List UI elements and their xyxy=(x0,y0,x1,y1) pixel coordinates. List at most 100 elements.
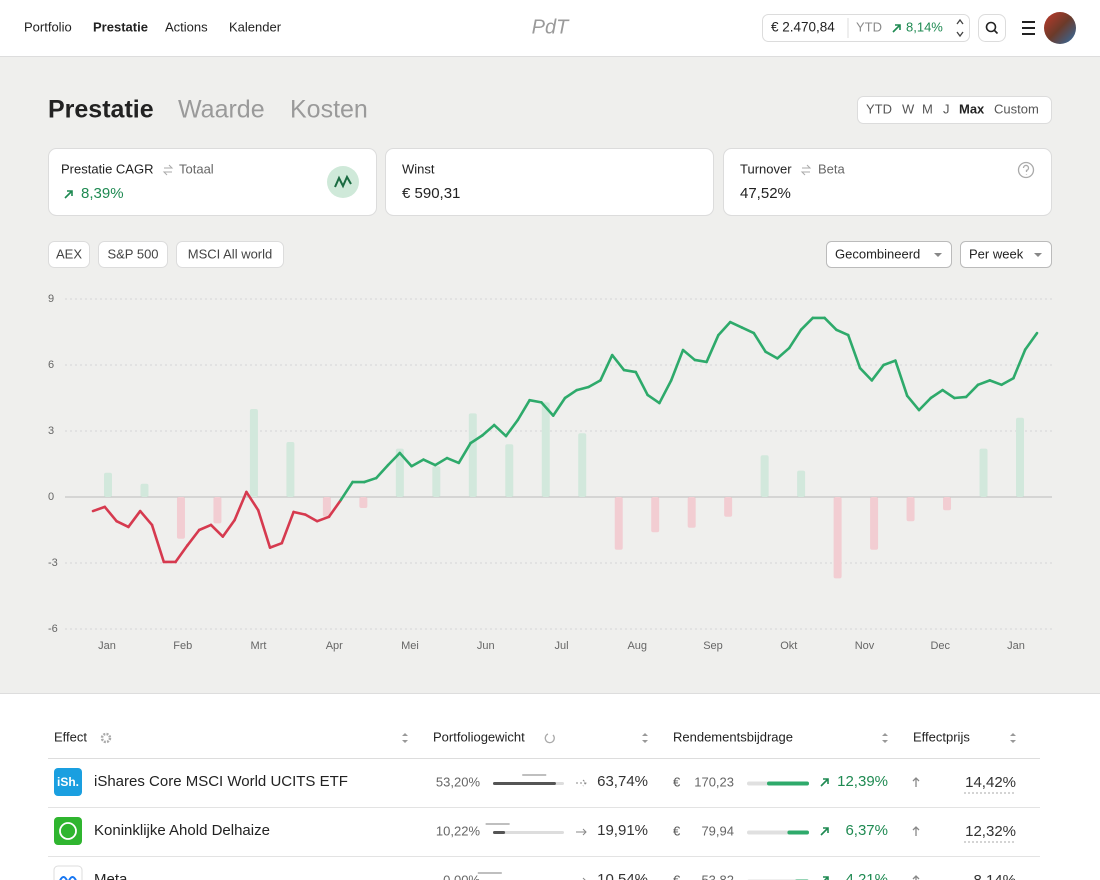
bar xyxy=(286,442,295,497)
column-header[interactable]: Effect xyxy=(54,729,87,744)
benchmark-pill[interactable] xyxy=(176,241,284,268)
benchmark-pill[interactable] xyxy=(98,241,168,268)
card-label[interactable]: Turnover xyxy=(740,161,792,176)
sort-icon[interactable] xyxy=(402,733,408,743)
line-segment xyxy=(717,320,732,337)
settings-icon[interactable] xyxy=(100,732,112,744)
line-segment xyxy=(646,393,661,405)
column-header[interactable]: Rendementsbijdrage xyxy=(673,729,793,744)
currency: € xyxy=(673,872,681,880)
price-change: 8,14% xyxy=(973,872,1016,880)
table-row[interactable]: iSh. iShares Core MSCI World UCITS ETF 53,… xyxy=(48,768,1040,808)
up-arrow xyxy=(820,827,829,836)
line-segment xyxy=(1000,376,1015,387)
line-segment xyxy=(776,346,791,360)
bar xyxy=(870,497,879,550)
period-option[interactable]: W xyxy=(902,101,915,116)
column-header[interactable]: Portfoliogewicht xyxy=(433,729,525,744)
line-segment xyxy=(740,326,756,335)
period-option[interactable]: J xyxy=(943,101,950,116)
line-segment xyxy=(528,398,543,404)
x-tick-label: Mrt xyxy=(251,640,267,652)
period-option[interactable]: M xyxy=(922,101,933,116)
line-segment xyxy=(787,328,803,350)
up-arrow xyxy=(892,24,901,33)
period-option[interactable]: Custom xyxy=(994,101,1039,116)
logo[interactable]: PdT xyxy=(532,16,570,38)
line-segment xyxy=(245,490,260,512)
line-segment xyxy=(551,396,567,417)
line-segment xyxy=(610,353,626,372)
contribution-bar xyxy=(767,781,809,786)
x-tick-label: Jun xyxy=(477,640,495,652)
balance-box[interactable] xyxy=(762,14,970,42)
asset-name: Koninklijke Ahold Delhaize xyxy=(94,822,270,839)
stepper[interactable] xyxy=(956,18,964,38)
benchmark[interactable]: S&P 500 xyxy=(107,246,158,261)
line-segment xyxy=(492,423,508,438)
sort-icon[interactable] xyxy=(642,733,648,743)
arrow-icon xyxy=(576,828,587,836)
asset-logo xyxy=(59,876,77,880)
sort-icon[interactable] xyxy=(882,733,888,743)
line-segment xyxy=(374,463,390,480)
caret xyxy=(934,253,942,257)
card xyxy=(385,148,714,216)
tab[interactable]: Kosten xyxy=(290,96,368,124)
card-alt[interactable]: Totaal xyxy=(179,161,214,176)
card xyxy=(48,148,377,216)
avatar[interactable] xyxy=(1044,12,1076,44)
line-segment xyxy=(799,316,815,332)
table-row[interactable]: Meta 0,00% 10,54% €53,82 4,21% 8,14% xyxy=(53,865,1016,880)
nav-link[interactable]: Prestatie xyxy=(93,19,148,34)
benchmark[interactable]: AEX xyxy=(56,246,82,261)
line-segment xyxy=(976,379,992,387)
period-option[interactable]: YTD xyxy=(866,101,892,116)
card-label[interactable]: Prestatie CAGR xyxy=(61,161,153,176)
sort-icon[interactable] xyxy=(1010,733,1016,743)
swap-icon[interactable] xyxy=(162,164,174,176)
arrow-icon xyxy=(582,877,586,880)
period-option[interactable]: Max xyxy=(959,101,985,116)
nav-link[interactable]: Kalender xyxy=(229,19,282,34)
bar xyxy=(578,433,587,497)
dropdown-value[interactable]: Gecombineerd xyxy=(835,246,920,261)
dropdown-value[interactable]: Per week xyxy=(969,246,1024,261)
card-value: € 590,31 xyxy=(402,185,460,202)
tab-active[interactable]: Prestatie xyxy=(48,96,154,124)
y-tick-label: 9 xyxy=(48,293,54,305)
bar xyxy=(906,497,915,522)
target-weight: 10,54% xyxy=(597,871,648,880)
card-alt[interactable]: Beta xyxy=(818,161,846,176)
line-segment xyxy=(858,366,874,382)
benchmark[interactable]: MSCI All world xyxy=(188,246,273,261)
nav-link[interactable]: Portfolio xyxy=(24,19,72,34)
menu-button[interactable] xyxy=(1022,21,1035,35)
line-segment xyxy=(91,505,107,513)
column-header[interactable]: Effectprijs xyxy=(913,729,970,744)
table-row[interactable]: Koninklijke Ahold Delhaize 10,22% 19,91% €7… xyxy=(48,817,1040,857)
search-button[interactable] xyxy=(978,14,1006,42)
card-value: 8,39% xyxy=(81,185,124,202)
swap-icon[interactable] xyxy=(800,164,812,176)
dropdown[interactable] xyxy=(826,241,952,268)
line-segment xyxy=(315,515,331,523)
bar xyxy=(797,470,806,497)
nav-link[interactable]: Actions xyxy=(165,19,208,34)
help-icon[interactable] xyxy=(1017,161,1035,179)
tab[interactable]: Waarde xyxy=(178,96,265,124)
currency: € xyxy=(673,774,681,789)
trend-badge xyxy=(327,166,359,198)
weight: 53,20% xyxy=(436,774,481,789)
arrow-icon xyxy=(576,779,587,787)
target-weight: 19,91% xyxy=(597,822,648,839)
refresh-icon[interactable] xyxy=(544,733,555,744)
bar xyxy=(176,497,185,539)
chart: 9 6 3 0 -3 -6 Jan Feb Mrt Apr Mei Jun Jul Aug Sep Okt No… xyxy=(48,293,1052,652)
up-arrow xyxy=(820,778,829,787)
line-segment xyxy=(658,379,673,405)
dropdown[interactable] xyxy=(960,241,1052,268)
benchmark-pill[interactable] xyxy=(48,241,90,268)
line-segment xyxy=(622,368,638,374)
line-segment xyxy=(339,480,354,502)
